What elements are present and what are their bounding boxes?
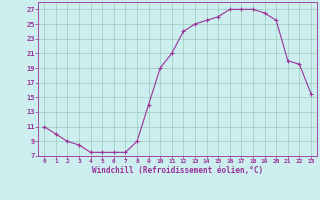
X-axis label: Windchill (Refroidissement éolien,°C): Windchill (Refroidissement éolien,°C) bbox=[92, 166, 263, 175]
